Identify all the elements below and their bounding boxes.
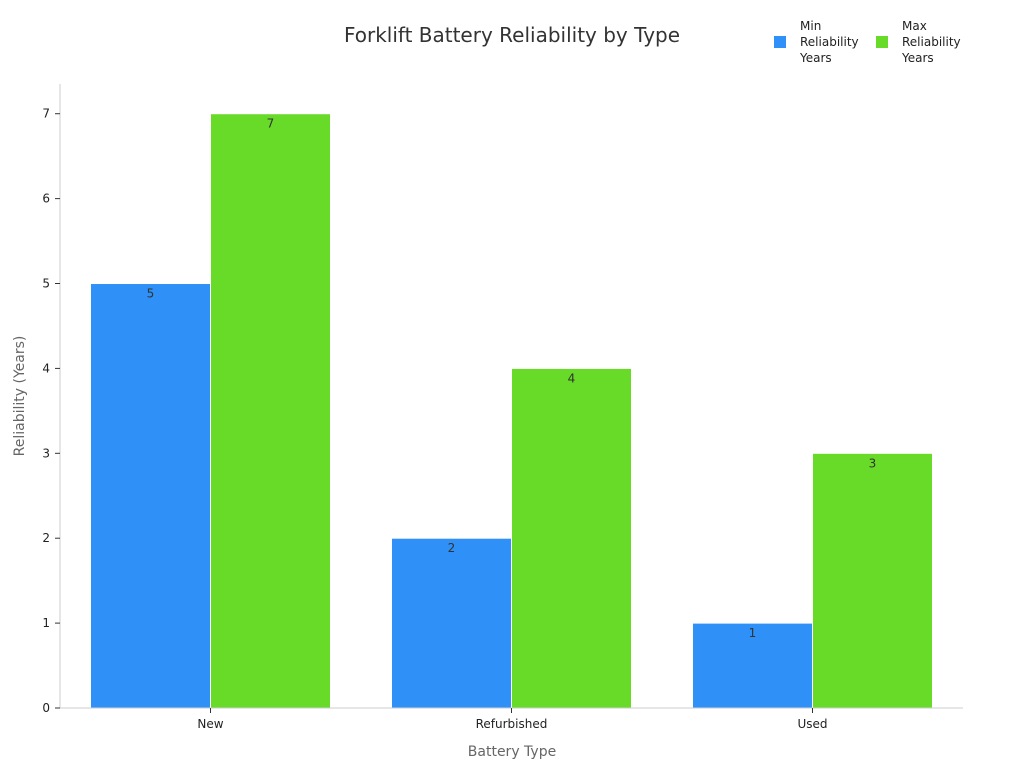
legend-label: Max Reliability Years: [901, 19, 961, 65]
chart-title: Forklift Battery Reliability by Type: [344, 23, 680, 47]
legend-label: Min Reliability Years: [799, 19, 859, 65]
y-tick-label: 4: [42, 361, 50, 375]
plot-area: 5 7 2 4 1 3 0 1 2 3 4 5 6 7 New Refurbished Used: [42, 84, 963, 731]
x-tick-label: Used: [797, 717, 827, 731]
x-tick-label: Refurbished: [476, 717, 548, 731]
y-tick-label: 3: [42, 446, 50, 460]
data-label: 7: [267, 117, 275, 131]
legend-swatch: [876, 36, 888, 48]
bar-used-series-1: [812, 452, 933, 709]
data-label: 1: [749, 626, 757, 640]
data-label: 4: [568, 371, 576, 385]
bar-new-series-0: [90, 283, 211, 709]
bar-refurbished-series-0: [391, 537, 512, 709]
data-label: 2: [448, 541, 456, 555]
legend-swatch: [774, 36, 786, 48]
bar-refurbished-series-1: [511, 367, 632, 709]
x-axis-title: Battery Type: [468, 744, 556, 760]
data-label: 3: [869, 456, 877, 470]
bar-new-series-1: [210, 113, 331, 709]
legend: Min Reliability Years Max Reliability Years: [774, 19, 961, 65]
y-tick-label: 0: [42, 701, 50, 715]
y-axis-title: Reliability (Years): [12, 336, 28, 457]
bar-used-series-0: [692, 622, 813, 709]
y-tick-label: 1: [42, 616, 50, 630]
x-tick-label: New: [197, 717, 223, 731]
y-tick-label: 5: [42, 277, 50, 291]
data-label: 5: [147, 287, 155, 301]
y-tick-label: 6: [42, 192, 50, 206]
y-tick-label: 2: [42, 531, 50, 545]
y-tick-label: 7: [42, 107, 50, 121]
